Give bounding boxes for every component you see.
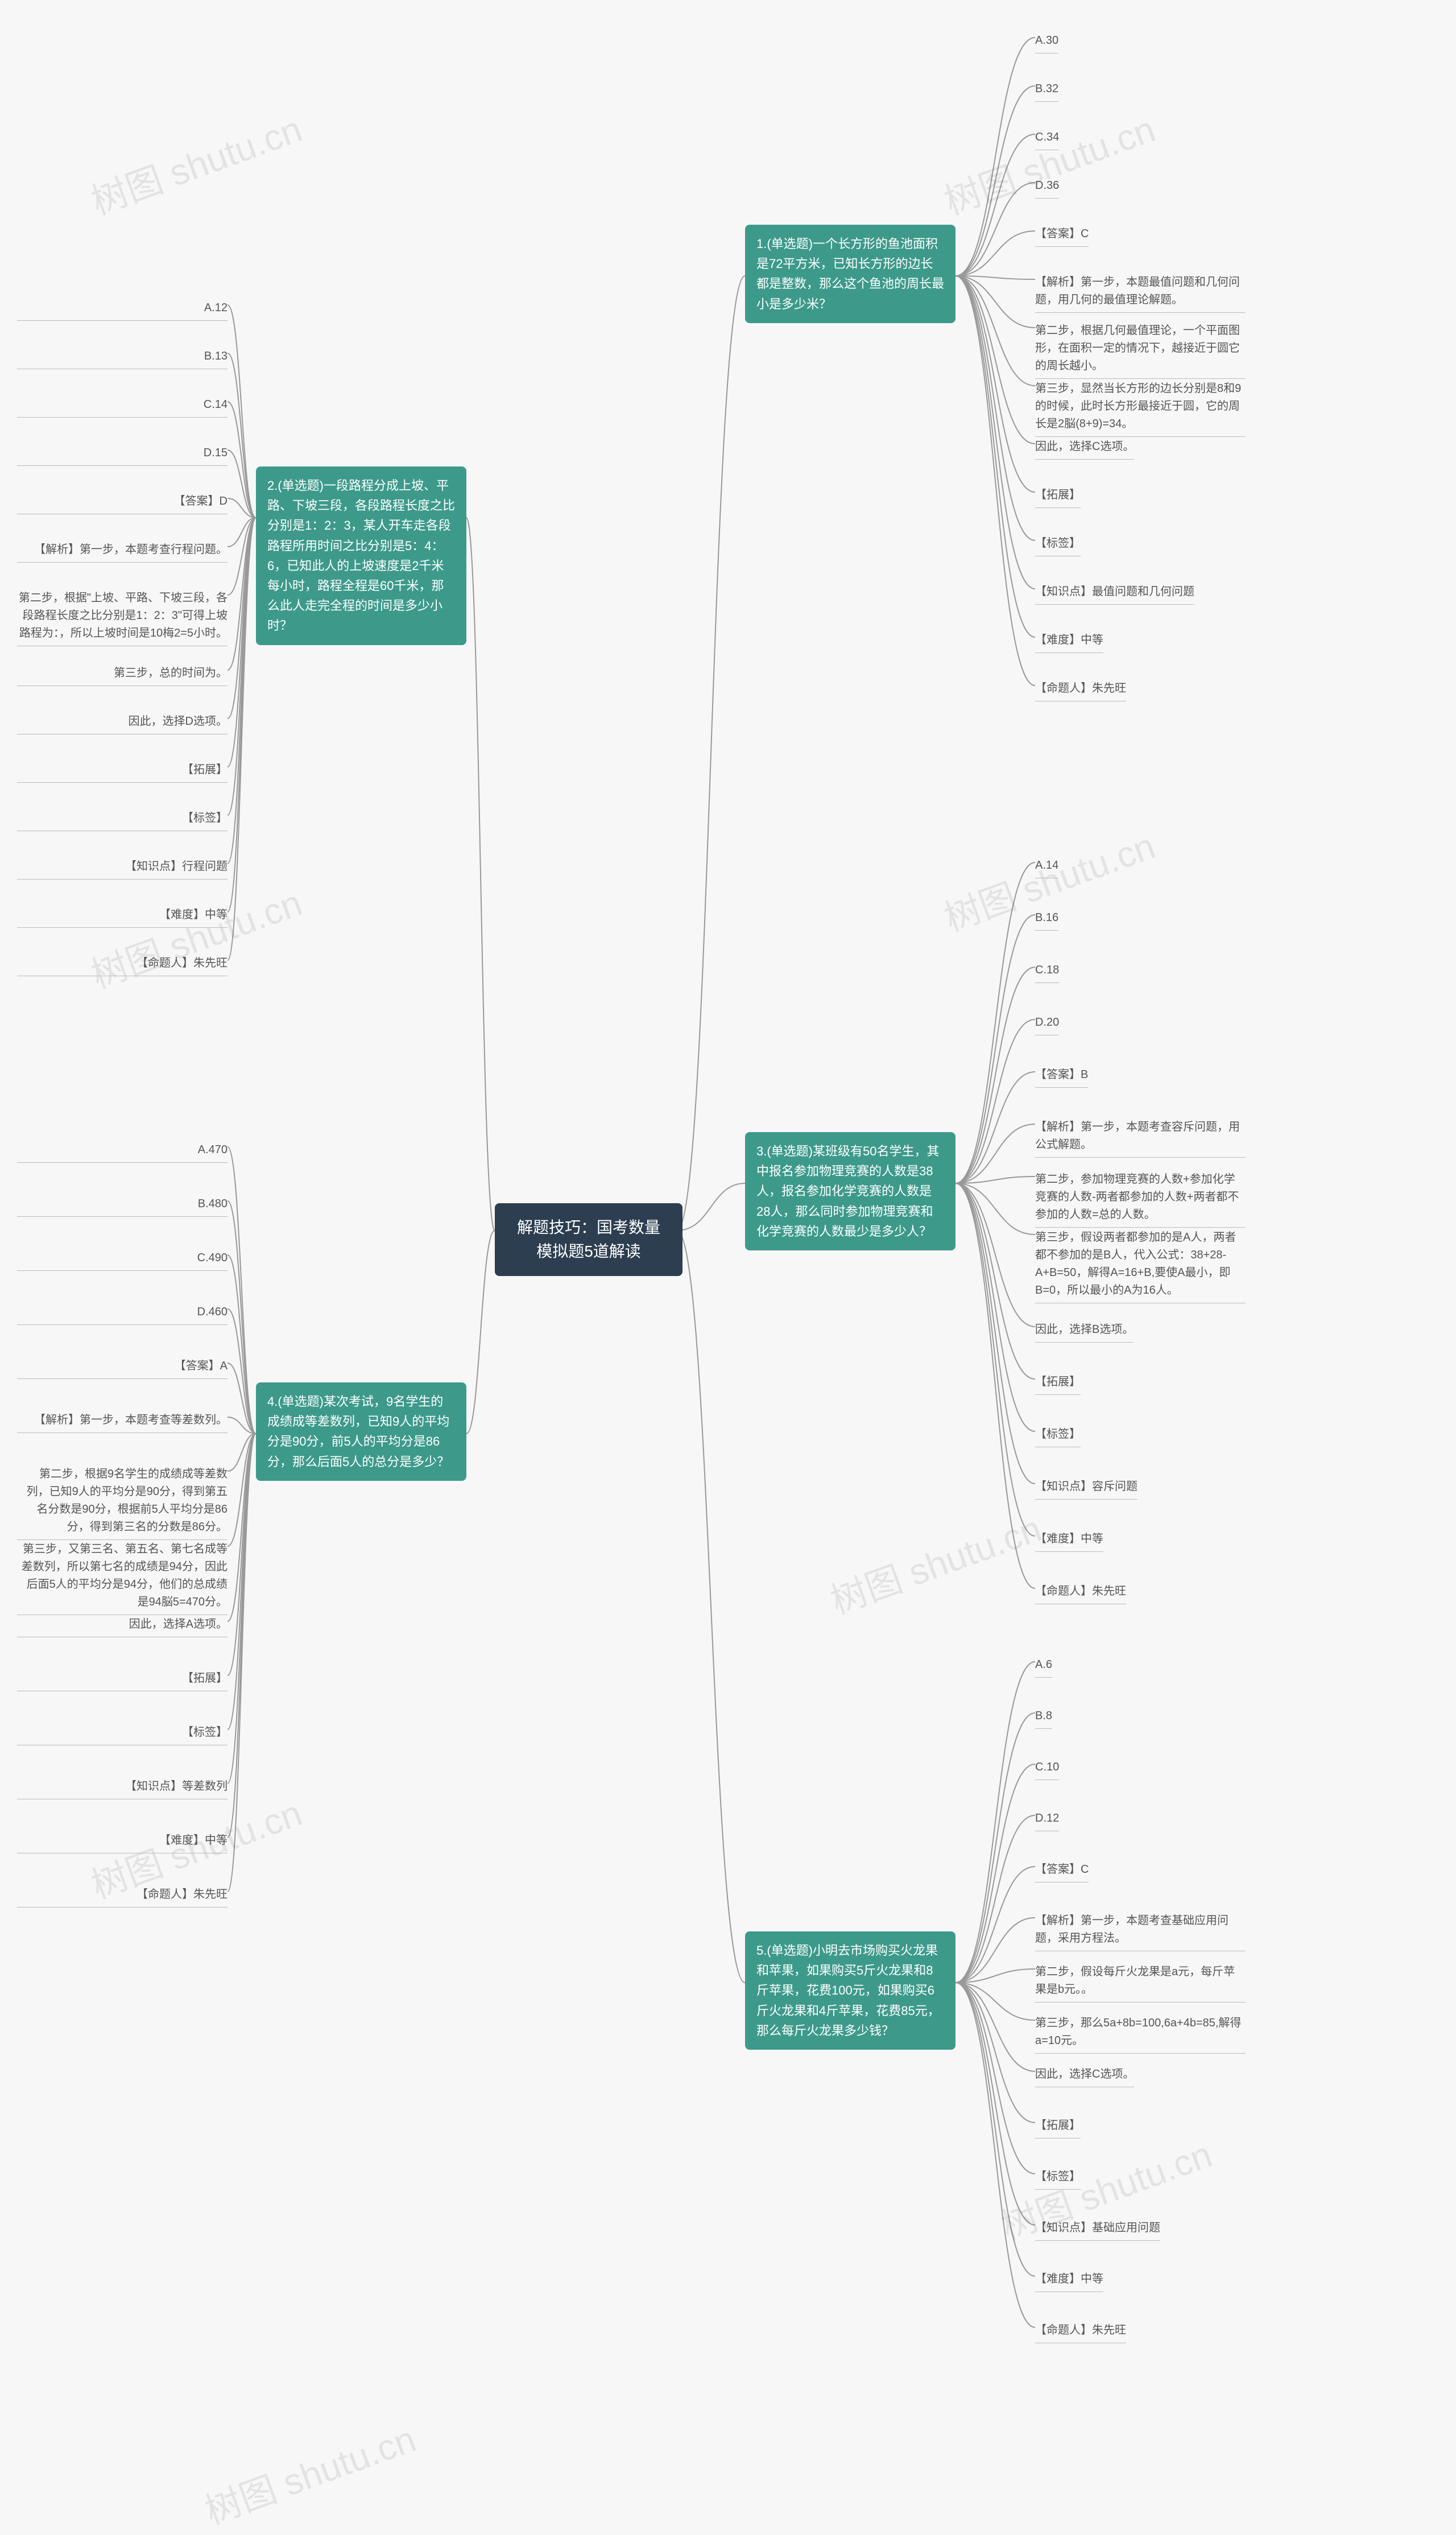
leaf-node: C.34: [1035, 125, 1059, 150]
leaf-node: 第二步，根据几何最值理论，一个平面图形，在面积一定的情况下，越接近于圆它的周长越…: [1035, 319, 1246, 379]
leaf-node: B.16: [1035, 906, 1058, 931]
leaf-node: 【解析】第一步，本题考查基础应用问题，采用方程法。: [1035, 1909, 1246, 1951]
root-node[interactable]: 解题技巧：国考数量模拟题5道解读: [495, 1203, 682, 1276]
question-node[interactable]: 4.(单选题)某次考试，9名学生的成绩成等差数列，已知9人的平均分是90分，前5…: [256, 1382, 466, 1481]
leaf-node: 【知识点】等差数列: [17, 1774, 228, 1799]
leaf-node: B.8: [1035, 1704, 1052, 1729]
leaf-node: 【命题人】朱先旺: [1035, 676, 1126, 701]
question-node[interactable]: 3.(单选题)某班级有50名学生，其中报名参加物理竞赛的人数是38人，报名参加化…: [745, 1132, 956, 1250]
question-node[interactable]: 5.(单选题)小明去市场购买火龙果和苹果，如果购买5斤火龙果和8斤苹果，花费10…: [745, 1931, 956, 2050]
leaf-node: A.30: [1035, 28, 1058, 53]
leaf-node: 【标签】: [17, 806, 228, 831]
leaf-node: 【知识点】容斥问题: [1035, 1475, 1138, 1500]
leaf-node: 【答案】D: [17, 489, 228, 514]
leaf-node: 【命题人】朱先旺: [17, 951, 228, 976]
leaf-node: 【知识点】行程问题: [17, 854, 228, 880]
leaf-node: C.10: [1035, 1755, 1059, 1780]
leaf-node: 【标签】: [17, 1720, 228, 1745]
leaf-node: 第三步，显然当长方形的边长分别是8和9的时候，此时长方形最接近于圆，它的周长是2…: [1035, 377, 1246, 437]
leaf-node: D.36: [1035, 174, 1059, 199]
leaf-node: 【标签】: [1035, 531, 1081, 556]
leaf-node: 第三步，那么5a+8b=100,6a+4b=85,解得a=10元。: [1035, 2011, 1246, 2054]
leaf-node: 【命题人】朱先旺: [17, 1882, 228, 1908]
leaf-node: 【难度】中等: [1035, 628, 1103, 653]
watermark: 树图 shutu.cn: [83, 100, 308, 225]
leaf-node: A.470: [17, 1138, 228, 1163]
leaf-node: 【拓展】: [1035, 2113, 1081, 2138]
leaf-node: 【解析】第一步，本题考查等差数列。: [17, 1408, 228, 1433]
leaf-node: A.12: [17, 296, 228, 321]
leaf-node: 因此，选择A选项。: [17, 1612, 228, 1637]
watermark: 树图 shutu.cn: [822, 1500, 1048, 1624]
leaf-node: 【解析】第一步，本题考查容斥问题，用公式解题。: [1035, 1115, 1246, 1158]
leaf-node: 【标签】: [1035, 1422, 1081, 1447]
watermark: 树图 shutu.cn: [936, 100, 1161, 225]
leaf-node: 【难度】中等: [1035, 2267, 1103, 2292]
leaf-node: 第二步，根据9名学生的成绩成等差数列，已知9人的平均分是90分，得到第五名分数是…: [17, 1462, 228, 1540]
leaf-node: 【标签】: [1035, 2165, 1081, 2190]
leaf-node: A.6: [1035, 1653, 1052, 1678]
leaf-node: 【知识点】最值问题和几何问题: [1035, 580, 1194, 605]
question-node[interactable]: 1.(单选题)一个长方形的鱼池面积是72平方米，已知长方形的边长都是整数，那么这…: [745, 225, 956, 323]
leaf-node: 因此，选择D选项。: [17, 709, 228, 734]
leaf-node: 【难度】中等: [17, 1828, 228, 1853]
leaf-node: 【命题人】朱先旺: [1035, 1579, 1126, 1604]
question-node[interactable]: 2.(单选题)一段路程分成上坡、平路、下坡三段，各段路程长度之比分别是1：2：3…: [256, 466, 466, 645]
leaf-node: 第二步，根据"上坡、平路、下坡三段，各段路程长度之比分别是1：2：3"可得上坡路…: [17, 586, 228, 646]
leaf-node: 【命题人】朱先旺: [1035, 2318, 1126, 2343]
leaf-node: 第三步，总的时间为。: [17, 661, 228, 686]
leaf-node: 第三步，假设两者都参加的是A人，两者都不参加的是B人，代入公式：38+28-A+…: [1035, 1225, 1246, 1303]
mindmap-canvas: 树图 shutu.cn 树图 shutu.cn 树图 shutu.cn 树图 shut…: [0, 0, 1456, 2506]
leaf-node: 【拓展】: [17, 1666, 228, 1691]
leaf-node: 【解析】第一步，本题最值问题和几何问题，用几何的最值理论解题。: [1035, 270, 1246, 313]
leaf-node: D.12: [1035, 1806, 1059, 1831]
leaf-node: 【答案】A: [17, 1354, 228, 1379]
leaf-node: 【答案】C: [1035, 1857, 1089, 1882]
leaf-node: 【拓展】: [1035, 483, 1081, 508]
leaf-node: 【解析】第一步，本题考查行程问题。: [17, 538, 228, 563]
leaf-node: 第二步，假设每斤火龙果是a元，每斤苹果是b元。。: [1035, 1960, 1246, 2003]
leaf-node: D.20: [1035, 1010, 1059, 1035]
leaf-node: 【答案】B: [1035, 1063, 1088, 1088]
leaf-node: C.14: [17, 393, 228, 418]
leaf-node: 第二步，参加物理竞赛的人数+参加化学竞赛的人数-两者都参加的人数+两者都不参加的…: [1035, 1167, 1246, 1228]
leaf-node: D.15: [17, 441, 228, 466]
leaf-node: B.13: [17, 344, 228, 369]
leaf-node: 因此，选择B选项。: [1035, 1318, 1134, 1343]
leaf-node: B.480: [17, 1192, 228, 1217]
leaf-node: 【知识点】基础应用问题: [1035, 2216, 1160, 2241]
watermark: 树图 shutu.cn: [83, 874, 308, 998]
leaf-node: 【答案】C: [1035, 222, 1089, 247]
leaf-node: 第三步，又第三名、第五名、第七名成等差数列，所以第七名的成绩是94分，因此后面5…: [17, 1537, 228, 1615]
leaf-node: B.32: [1035, 77, 1058, 102]
leaf-node: 【拓展】: [1035, 1370, 1081, 1395]
leaf-node: A.14: [1035, 853, 1058, 878]
watermark: 树图 shutu.cn: [197, 2410, 422, 2534]
leaf-node: 【难度】中等: [1035, 1527, 1103, 1552]
leaf-node: 因此，选择C选项。: [1035, 435, 1134, 460]
leaf-node: 【拓展】: [17, 758, 228, 783]
leaf-node: C.490: [17, 1246, 228, 1271]
leaf-node: C.18: [1035, 958, 1059, 983]
leaf-node: 因此，选择C选项。: [1035, 2062, 1134, 2087]
leaf-node: D.460: [17, 1300, 228, 1325]
leaf-node: 【难度】中等: [17, 903, 228, 928]
